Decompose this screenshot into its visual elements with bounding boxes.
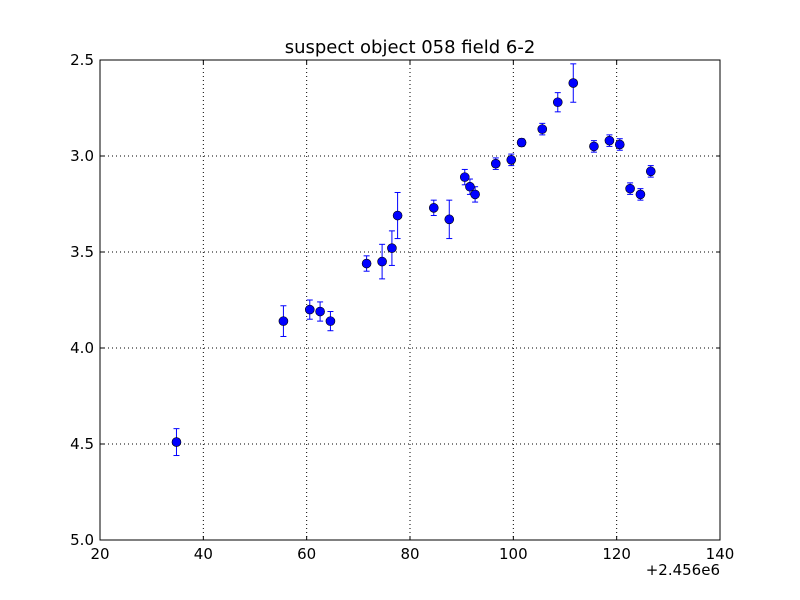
- y-tick-label: 5.0: [70, 531, 94, 549]
- data-point: [537, 124, 548, 134]
- x-tick-label: 140: [706, 545, 735, 563]
- data-point: [278, 316, 289, 326]
- data-point: [444, 214, 455, 225]
- data-point: [325, 316, 336, 326]
- data-points: [171, 78, 656, 447]
- x-tick-label: 80: [400, 545, 419, 563]
- y-tick-label: 4.5: [70, 435, 94, 453]
- data-point: [490, 158, 501, 169]
- data-point: [506, 155, 517, 165]
- y-tick-label: 3.0: [70, 147, 94, 165]
- axis-ticks: [99, 59, 721, 541]
- y-tick-labels: 2.5 3.0 3.5 4.0 4.5 5.0: [70, 51, 94, 549]
- data-point: [614, 139, 625, 150]
- y-tick-label: 4.0: [70, 339, 94, 357]
- y-tick-label: 3.5: [70, 243, 94, 261]
- data-point: [361, 258, 372, 269]
- data-point: [604, 135, 615, 146]
- data-point: [645, 166, 656, 177]
- error-bars: [173, 63, 654, 457]
- data-point: [428, 203, 439, 213]
- x-tick-label: 40: [194, 545, 213, 563]
- data-point: [470, 189, 480, 200]
- x-tick-label: 60: [297, 545, 316, 563]
- data-point: [392, 210, 403, 221]
- x-tick-label: 20: [90, 545, 109, 563]
- x-tick-label: 100: [499, 545, 528, 563]
- data-point: [552, 97, 563, 108]
- data-point: [568, 78, 579, 88]
- data-point: [171, 437, 182, 447]
- chart-title: suspect object 058 field 6-2: [285, 37, 536, 58]
- x-tick-labels: 20 40 60 80 100 120 140: [90, 545, 734, 563]
- y-tick-label: 2.5: [70, 51, 94, 69]
- grid-lines: [100, 60, 720, 540]
- data-point: [315, 306, 325, 317]
- data-point: [304, 304, 315, 315]
- x-axis-offset-label: +2.456e6: [646, 561, 720, 579]
- data-point: [625, 183, 635, 194]
- x-tick-label: 120: [602, 545, 631, 563]
- data-point: [387, 243, 397, 253]
- data-point: [459, 172, 470, 182]
- data-point: [377, 256, 387, 267]
- data-point: [589, 141, 599, 152]
- data-point: [635, 189, 646, 200]
- data-point: [516, 137, 527, 148]
- data-point: [465, 181, 475, 192]
